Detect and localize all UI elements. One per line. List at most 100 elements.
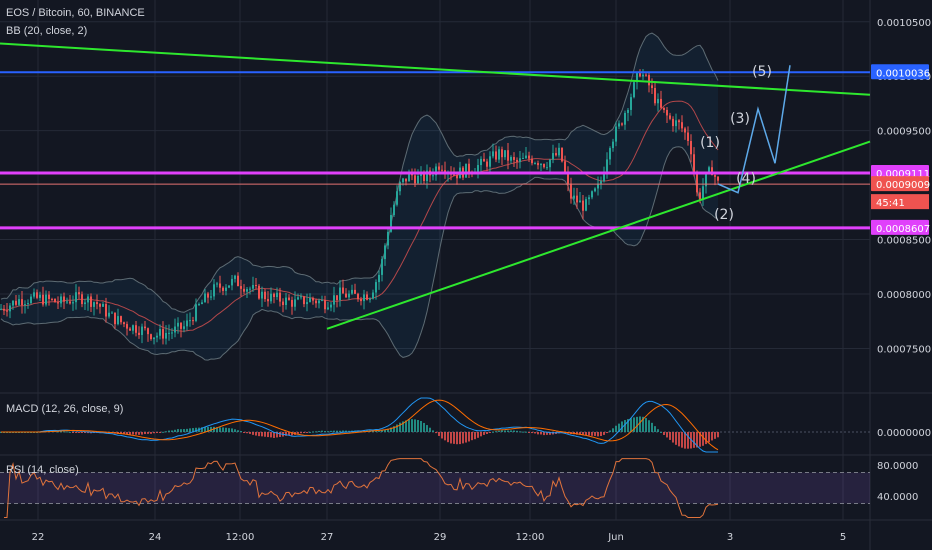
macd-hist-bar (678, 432, 680, 447)
macd-hist-bar (486, 432, 488, 435)
rsi-legend[interactable]: RSI (14, close) (6, 464, 79, 476)
candle-body (396, 191, 398, 205)
candle-body (144, 326, 146, 329)
candle-body (141, 326, 143, 335)
candle-body (498, 149, 500, 160)
trendline-lower (326, 140, 871, 330)
candle-body (225, 287, 227, 291)
candle-body (606, 159, 608, 173)
macd-hist-bar (483, 432, 485, 435)
candle-body (627, 109, 629, 113)
candle-body (69, 301, 71, 304)
wave-label: (3) (730, 111, 750, 127)
macd-hist-bar (519, 431, 521, 433)
price-tag-label: 0.0009009 (876, 180, 930, 191)
macd-hist-bar (609, 430, 611, 432)
macd-hist-bar (138, 432, 140, 435)
macd-hist-bar (645, 418, 647, 432)
candle-body (438, 166, 440, 170)
macd-hist-bar (522, 431, 524, 433)
x-tick-label: 24 (149, 532, 162, 543)
wave-label: (4) (736, 171, 756, 187)
macd-hist-bar (708, 432, 710, 443)
macd-hist-bar (375, 430, 377, 432)
candle-body (210, 296, 212, 298)
candle-body (594, 188, 596, 192)
macd-hist-bar (450, 432, 452, 444)
macd-hist-bar (249, 432, 251, 434)
candle-body (537, 163, 539, 166)
macd-hist-bar (504, 430, 506, 432)
macd-hist-bar (255, 432, 257, 436)
macd-hist-bar (273, 432, 275, 438)
macd-hist-bar (171, 430, 173, 432)
macd-hist-bar (132, 432, 134, 435)
x-tick-label: 12:00 (226, 532, 255, 543)
macd-hist-bar (672, 432, 674, 443)
candle-body (315, 300, 317, 304)
candle-body (198, 304, 200, 306)
macd-hist-bar (663, 432, 665, 435)
macd-hist-bar (582, 432, 584, 436)
bb-legend[interactable]: BB (20, close, 2) (6, 25, 88, 37)
macd-hist-bar (393, 426, 395, 432)
macd-hist-bar (174, 429, 176, 432)
x-tick-label: 12:00 (516, 532, 545, 543)
macd-hist-bar (615, 425, 617, 432)
macd-hist-bar (510, 430, 512, 432)
candle-body (339, 287, 341, 301)
macd-hist-bar (606, 432, 608, 434)
macd-hist-bar (705, 432, 707, 445)
macd-hist-bar (600, 432, 602, 437)
candle-body (399, 182, 401, 192)
candle-body (486, 161, 488, 167)
candle-body (504, 150, 506, 158)
candle-body (276, 292, 278, 298)
candle-body (417, 175, 419, 184)
macd-hist-bar (666, 432, 668, 438)
wave-label: (1) (700, 135, 720, 151)
macd-hist-bar (159, 432, 161, 433)
candle-body (414, 175, 416, 184)
candle-body (81, 294, 83, 305)
macd-hist-bar (453, 432, 455, 444)
chart-title: EOS / Bitcoin, 60, BINANCE (6, 7, 145, 19)
candle-body (27, 303, 29, 305)
candle-body (678, 120, 680, 123)
candle-body (483, 158, 485, 162)
candle-body (456, 174, 458, 179)
candle-body (546, 167, 548, 169)
macd-hist-bar (378, 431, 380, 433)
candle-body (660, 98, 662, 108)
macd-hist-bar (126, 432, 128, 435)
candle-body (186, 320, 188, 327)
macd-hist-bar (684, 432, 686, 449)
candle-body (393, 204, 395, 216)
candle-body (360, 299, 362, 302)
macd-hist-bar (300, 432, 302, 434)
candle-body (114, 312, 116, 325)
candle-body (528, 155, 530, 159)
macd-hist-bar (78, 432, 80, 433)
candle-body (330, 304, 332, 308)
rsi-line (4, 458, 719, 518)
candle-body (597, 183, 599, 189)
macd-legend[interactable]: MACD (12, 26, close, 9) (6, 403, 124, 415)
macd-hist-bar (261, 432, 263, 437)
candle-body (324, 299, 326, 310)
price-tag-label: 0.0010036 (876, 68, 930, 79)
macd-hist-bar (120, 432, 122, 434)
candle-body (423, 173, 425, 182)
macd-hist-bar (438, 432, 440, 436)
candle-body (495, 151, 497, 160)
macd-hist-bar (264, 432, 266, 437)
candle-body (354, 289, 356, 294)
candle-body (348, 293, 350, 298)
candle-body (174, 326, 176, 333)
macd-hist-bar (477, 432, 479, 438)
candle-body (129, 328, 131, 331)
macd-hist-bar (546, 432, 548, 435)
macd-hist-bar (147, 432, 149, 434)
candle-body (708, 167, 710, 173)
